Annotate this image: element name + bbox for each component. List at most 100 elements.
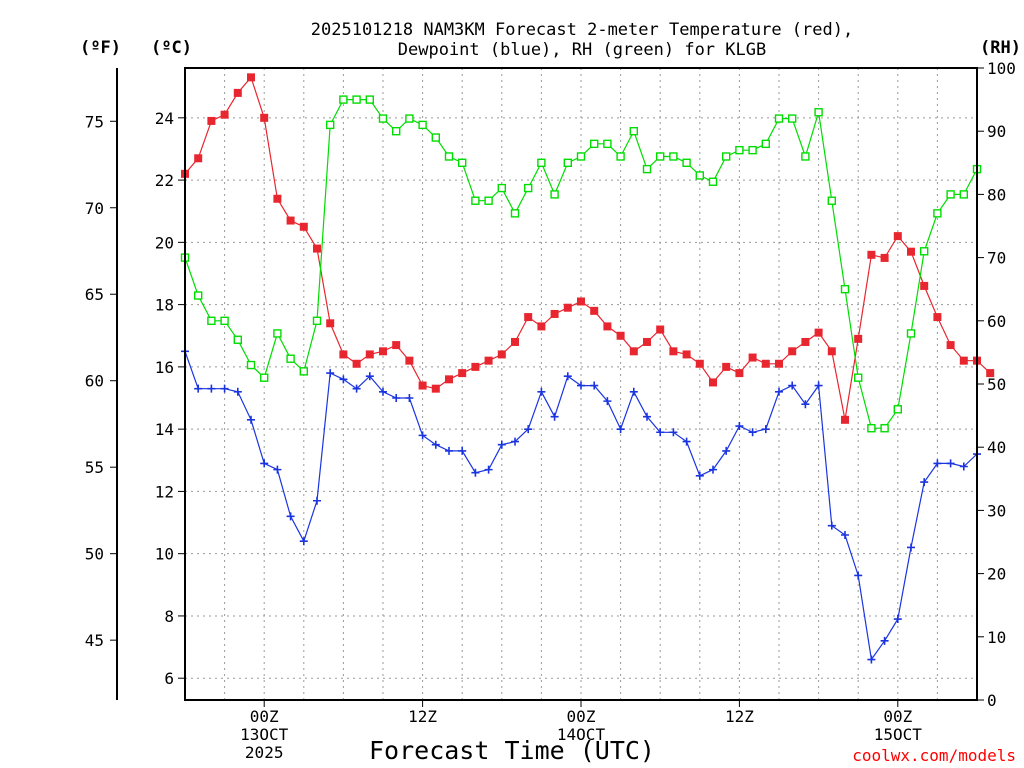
rh-point [946,190,955,199]
temperature-point [445,375,453,384]
time-tick-label: 00Z [567,707,596,726]
rh-point [326,120,335,130]
dewpoint-point [880,636,889,645]
dewpoint-point [907,543,915,552]
dewpoint-point [854,571,863,580]
rh-point [854,373,863,382]
dewpoint-point [695,471,704,480]
temperature-point [299,222,308,231]
temperature-point [431,384,440,393]
rh-point [893,405,902,414]
rh-tick-label: 0 [987,691,997,710]
temperature-point [603,322,612,331]
fahrenheit-tick-label: 50 [85,545,104,564]
dewpoint-point [511,437,519,446]
rh-point [642,164,652,174]
time-tick-label: 15OCT [874,725,923,744]
rh-point [220,316,229,325]
dewpoint-point [748,428,757,437]
chart-title: 2025101218 NAM3KM Forecast 2-meter Tempe… [311,20,853,60]
rh-point [299,367,308,376]
rh-point [431,133,440,142]
rh-point [563,158,572,168]
dewpoint-point [563,372,572,381]
time-tick-label: 00Z [883,707,912,726]
temperature-point [933,313,942,322]
plot-frame [184,67,978,701]
rh-point [761,139,770,149]
dewpoint-point [656,428,665,437]
temperature-point [920,281,929,290]
celsius-tick-label: 18 [155,296,174,315]
dewpoint-point [445,446,453,455]
dewpoint-point [326,369,335,378]
rh-point [444,152,454,161]
time-tick-label: 14OCT [557,725,606,744]
time-tick-label: 12Z [725,707,754,726]
rh-point [260,373,269,382]
dewpoint-point [867,655,876,664]
time-tick-label: 2025 [245,743,284,762]
temperature-point [616,331,625,340]
temperature-point [418,381,427,390]
dewpoint-point [418,431,427,440]
fahrenheit-unit-label: (ºF) [80,38,121,58]
dewpoint-point [946,459,955,468]
temperature-point [986,369,995,378]
rh-point [207,316,216,325]
temperature-point [405,356,414,365]
rh-point [405,114,414,123]
celsius-tick-label: 8 [164,607,174,626]
rh-point [616,152,625,161]
rh-point [827,196,836,205]
chart-title-line-1: 2025101218 NAM3KM Forecast 2-meter Tempe… [311,20,853,40]
dewpoint-point [616,425,625,434]
celsius-tick-label: 24 [155,109,174,128]
dewpoint-point [286,512,295,521]
rh-point [365,95,374,104]
temperature-point [392,341,401,350]
series-dewpoint [181,347,981,664]
temperature-point [471,362,480,371]
temperature-point [484,356,493,365]
rh-point [286,354,295,363]
time-tick-label: 00Z [250,707,279,726]
temperature-point [867,250,876,259]
temperature-point [801,337,810,346]
dewpoint-point [392,394,401,403]
dewpoint-point [603,397,612,406]
temperature-point [458,369,467,378]
temperature-point [709,378,717,387]
rh-point [959,190,968,199]
dewpoint-point [365,372,374,381]
dewpoint-point [643,412,651,421]
dewpoint-point [801,400,810,409]
temperature-point [748,353,757,362]
dewpoint-point [207,384,216,393]
temperature-point [959,356,968,365]
rh-point [840,285,850,294]
rh-point [735,145,744,155]
temperature-point [788,347,797,356]
dewpoint-point [893,615,902,624]
celsius-tick-label: 14 [155,420,174,439]
rh-tick-label: 50 [987,375,1006,394]
rh-point [524,183,533,193]
temperature-point [946,341,955,350]
dewpoint-point [920,478,929,487]
fahrenheit-tick-label: 65 [85,285,104,304]
celsius-unit-label: (ºC) [151,38,192,58]
rh-tick-label: 80 [987,185,1006,204]
chart-title-line-2: Dewpoint (blue), RH (green) for KLGB [398,40,766,60]
fahrenheit-tick-label: 60 [85,372,104,391]
dewpoint-point [841,530,849,539]
rh-point [378,114,388,123]
rh-tick-label: 100 [987,59,1016,78]
fahrenheit-tick-label: 75 [85,112,104,131]
rh-tick-label: 90 [987,122,1006,141]
temperature-point [524,313,533,322]
temperature-point [207,116,216,125]
rh-point [312,316,322,325]
rh-tick-label: 30 [987,501,1006,520]
dewpoint-point [484,465,493,474]
